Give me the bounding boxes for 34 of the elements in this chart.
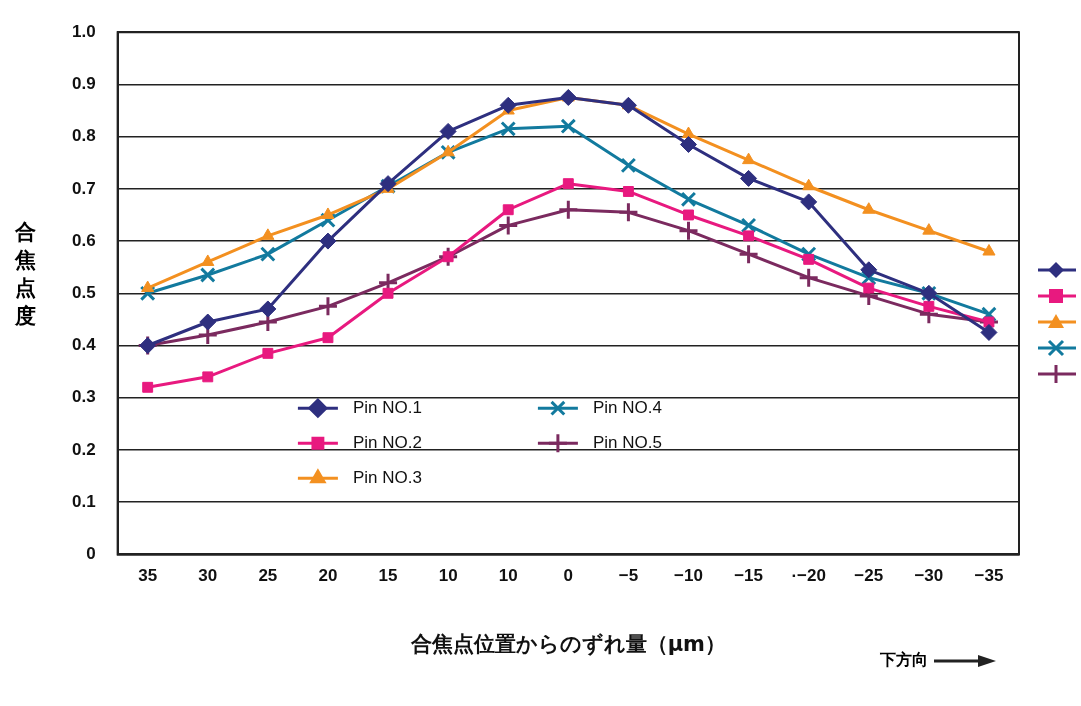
y-tick-label: 0.3 — [71, 387, 96, 407]
x-tick-label: 25 — [258, 566, 278, 586]
y-tick-label: 0.2 — [71, 439, 96, 459]
x-tick-label: 0 — [563, 566, 574, 586]
x-tick-label: 15 — [378, 566, 398, 586]
x-tick-label: ·−20 — [791, 566, 826, 586]
x-tick-label: 30 — [198, 566, 218, 586]
x-tick-label: 10 — [498, 566, 518, 586]
legend-label: Pin NO.5 — [592, 432, 662, 452]
y-tick-label: 0.9 — [71, 74, 96, 94]
x-tick-label: −5 — [618, 566, 639, 586]
y-tick-label: 0.5 — [71, 282, 96, 302]
x-tick-label: −25 — [854, 566, 884, 586]
y-tick-label: 0.8 — [71, 126, 96, 146]
x-axis-title: 合焦点位置からのずれ量（μm） — [409, 631, 726, 656]
x-tick-label: 35 — [138, 566, 158, 586]
x-tick-label: 20 — [318, 566, 338, 586]
text: 下方向 — [880, 650, 928, 671]
y-tick-label: 0.4 — [71, 335, 97, 355]
x-tick-label: −10 — [674, 566, 703, 586]
legend-label: Pin NO.1 — [352, 397, 422, 417]
x-tick-label: 10 — [438, 566, 458, 586]
x-tick-label: −30 — [914, 566, 944, 586]
legend-label: Pin NO.3 — [352, 467, 422, 487]
y-tick-label: 0.7 — [71, 178, 96, 198]
x-tick-label: −15 — [734, 566, 764, 586]
x-tick-label: −35 — [974, 566, 1004, 586]
legend-label: Pin NO.4 — [592, 397, 662, 417]
y-tick-label: 1.0 — [71, 21, 96, 41]
y-axis-title: 合焦点度 — [13, 219, 37, 330]
y-tick-label: 0 — [86, 544, 96, 564]
legend-label: Pin NO.2 — [352, 432, 422, 452]
y-tick-label: 0.1 — [71, 491, 96, 511]
y-tick-label: 0.6 — [71, 230, 96, 250]
